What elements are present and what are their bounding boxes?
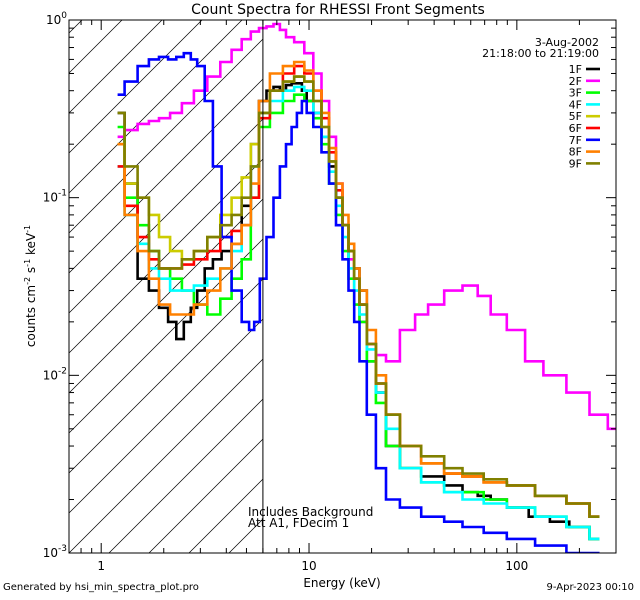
hatch-line: [69, 20, 203, 154]
hatch-line: [69, 20, 83, 34]
hatched-region: [0, 20, 263, 553]
annotation-background: Includes Background: [248, 505, 373, 519]
axes: 1 10 100 100 10-1 10-2 10-3: [43, 11, 616, 573]
legend-label-3F: 3F: [569, 87, 582, 100]
date-label: 3-Aug-2002: [535, 36, 599, 49]
hatch-line: [69, 38, 263, 234]
x-tick-label: 1: [97, 559, 105, 573]
legend-label-5F: 5F: [569, 110, 582, 123]
x-axis-label: Energy (keV): [303, 576, 380, 590]
legend-label-4F: 4F: [569, 98, 582, 111]
hatch-line: [108, 398, 263, 553]
hatch-line: [69, 78, 263, 274]
y-tick-label: 10-2: [43, 366, 67, 382]
hatch-line: [0, 20, 2, 553]
annotation-attenuator: Att A1, FDecim 1: [248, 516, 349, 530]
time-range-label: 21:18:00 to 21:19:00: [482, 47, 599, 60]
x-tick-label: 10: [301, 559, 316, 573]
legend-label-1F: 1F: [569, 63, 582, 76]
hatch-line: [69, 158, 263, 354]
hatch-line: [69, 198, 263, 394]
timestamp-label: 9-Apr-2023 00:10: [546, 582, 634, 593]
hatch-line: [69, 238, 263, 434]
y-tick-label: 10-3: [43, 544, 67, 560]
hatch-line: [69, 20, 243, 194]
generated-by-label: Generated by hsi_min_spectra_plot.pro: [3, 582, 199, 593]
series-line-9F: [117, 75, 600, 518]
hatch-line: [69, 358, 263, 553]
legend-label-7F: 7F: [569, 134, 582, 147]
chart-title: Count Spectra for RHESSI Front Segments: [191, 2, 485, 18]
hatch-line: [69, 318, 263, 514]
x-tick-label: 100: [505, 559, 528, 573]
y-tick-label: 10-1: [43, 189, 67, 205]
y-axis-label: counts cm-2 s-1 keV-1: [23, 225, 38, 347]
plot-frame: [68, 19, 617, 554]
legend-label-6F: 6F: [569, 122, 582, 135]
series-line-7F: [117, 51, 600, 553]
legend-label-9F: 9F: [569, 157, 582, 170]
hatch-line: [69, 20, 163, 114]
legend-label-8F: 8F: [569, 146, 582, 159]
y-tick-label: 100: [46, 11, 67, 27]
series-layer: [117, 22, 616, 553]
legend-label-2F: 2F: [569, 75, 582, 88]
hatch-line: [69, 118, 263, 314]
hatch-line: [69, 20, 123, 74]
hatch-line: [69, 278, 263, 474]
hatch-line: [148, 438, 263, 553]
